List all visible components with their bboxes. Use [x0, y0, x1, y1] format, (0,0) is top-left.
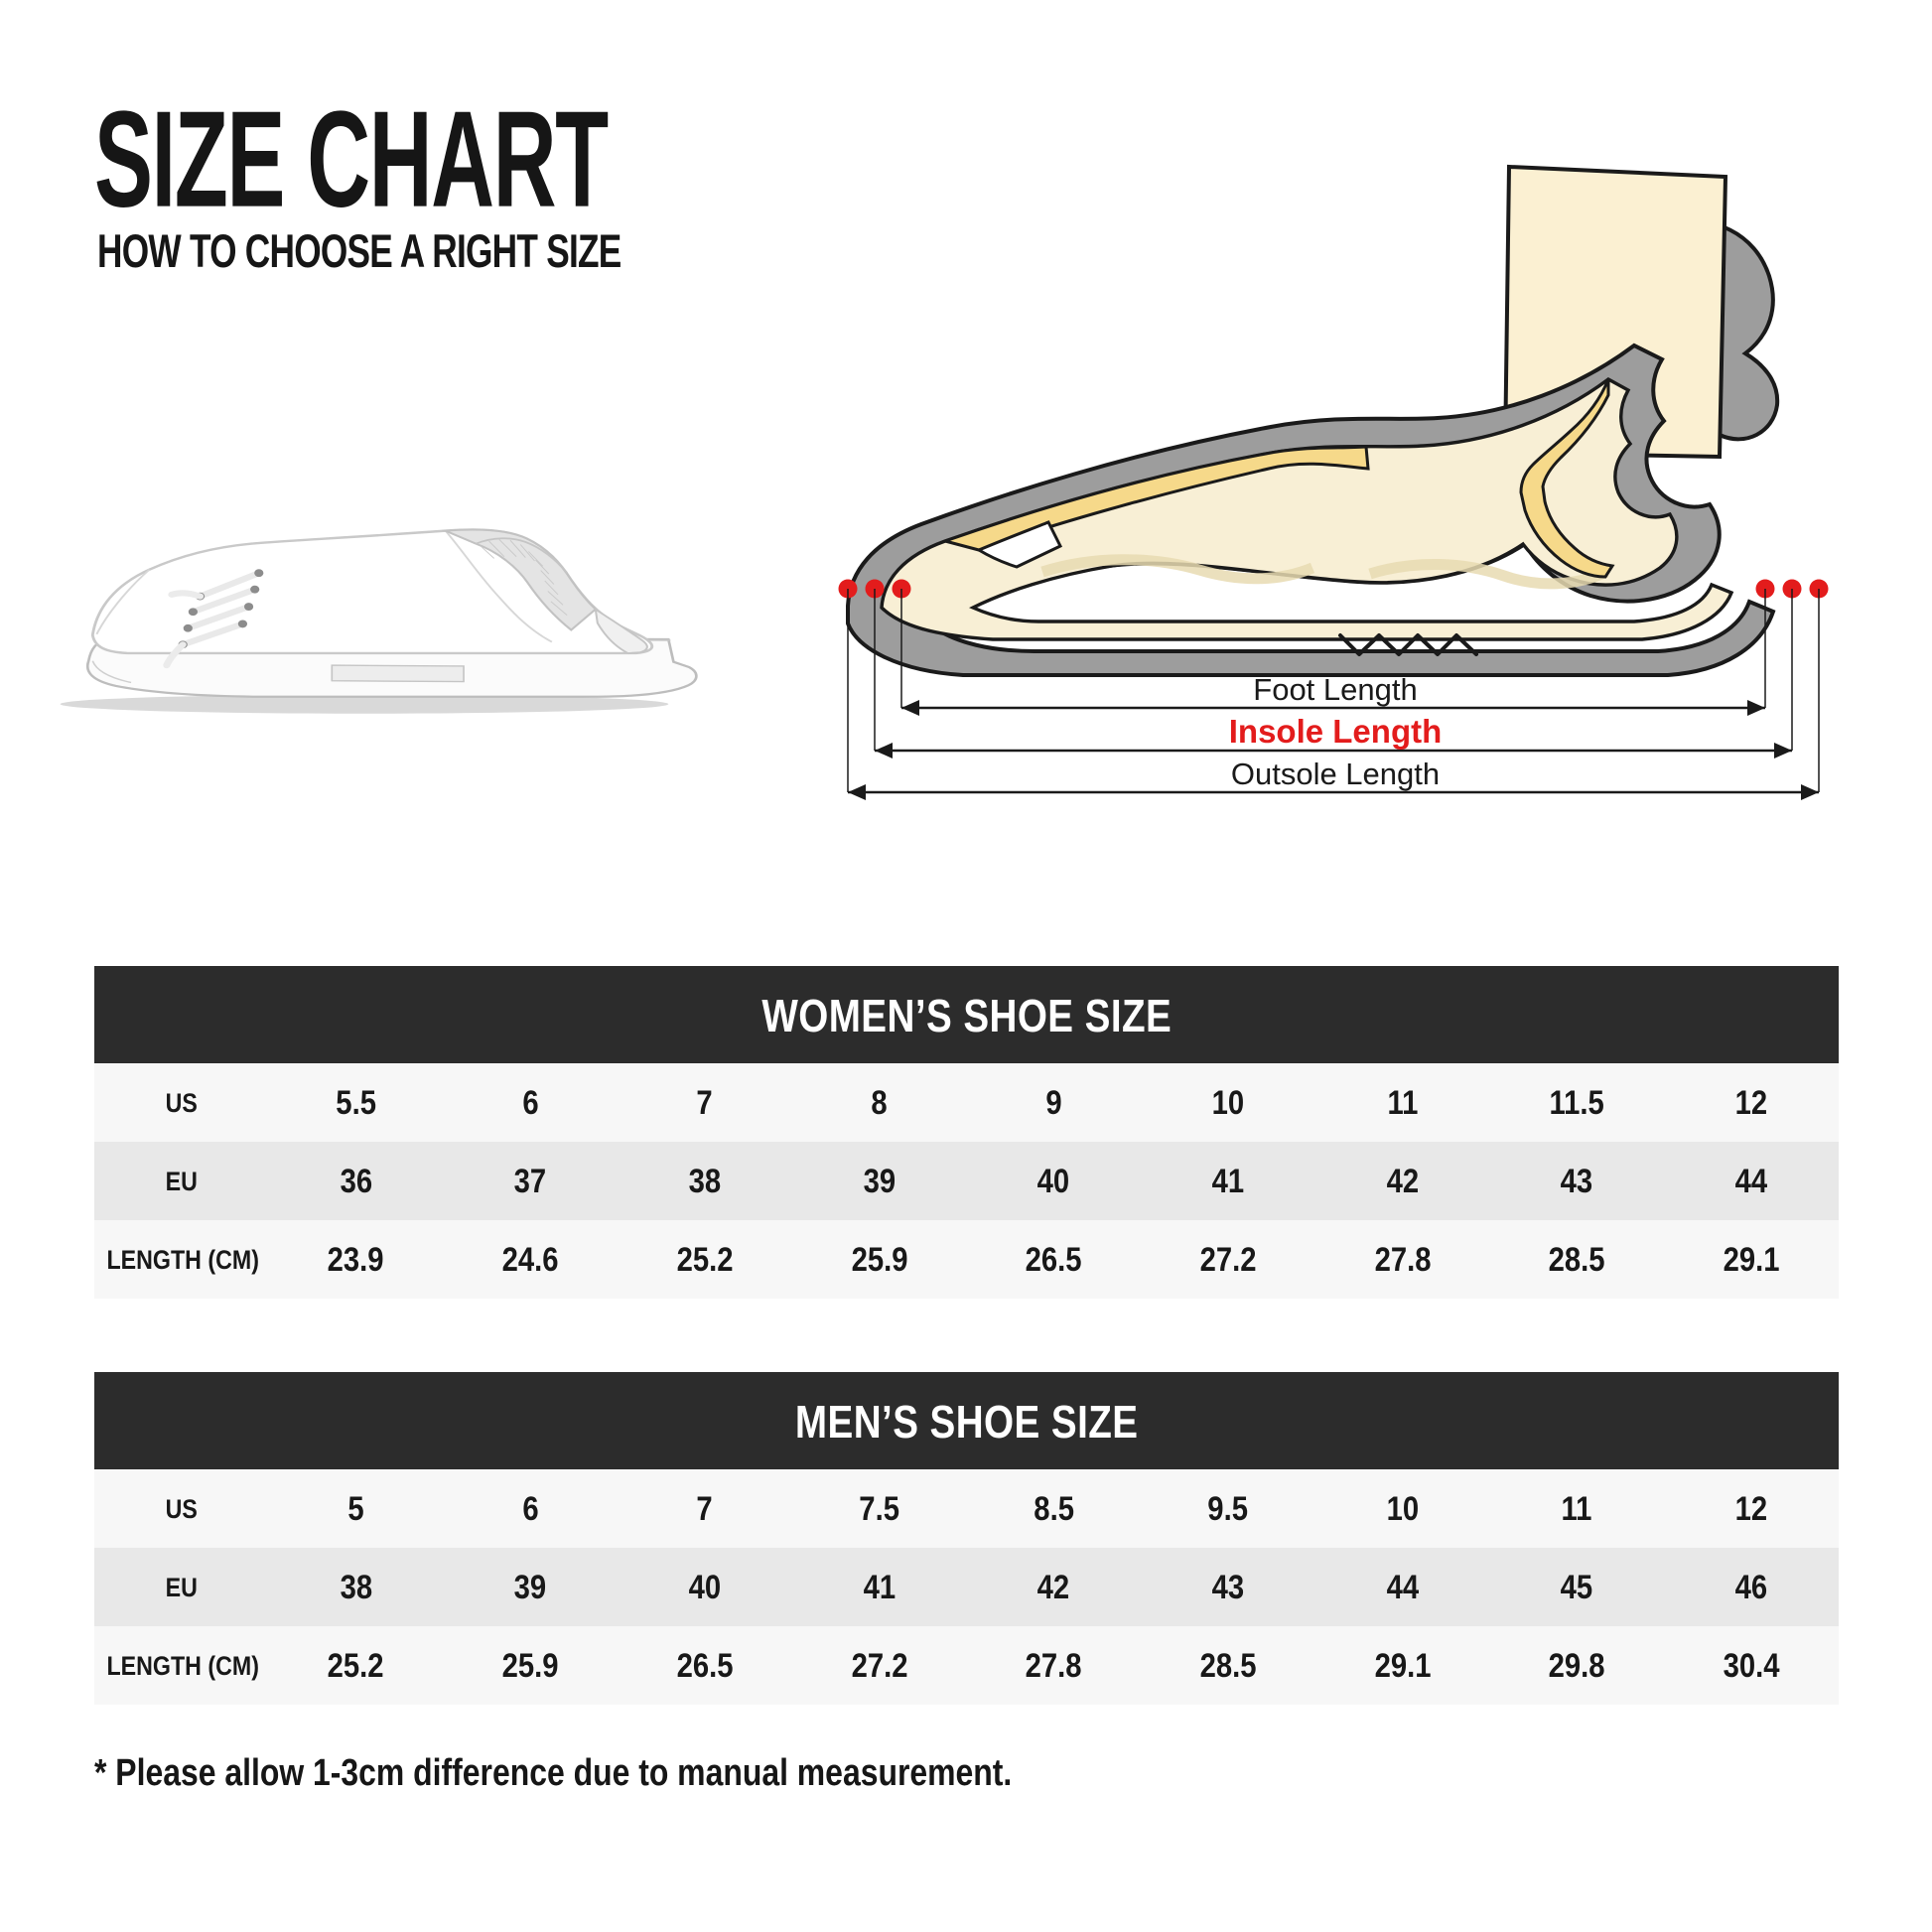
svg-text:Foot Length: Foot Length — [1253, 672, 1417, 707]
svg-text:Outsole Length: Outsole Length — [1231, 757, 1440, 791]
svg-text:Insole Length: Insole Length — [1229, 713, 1443, 750]
